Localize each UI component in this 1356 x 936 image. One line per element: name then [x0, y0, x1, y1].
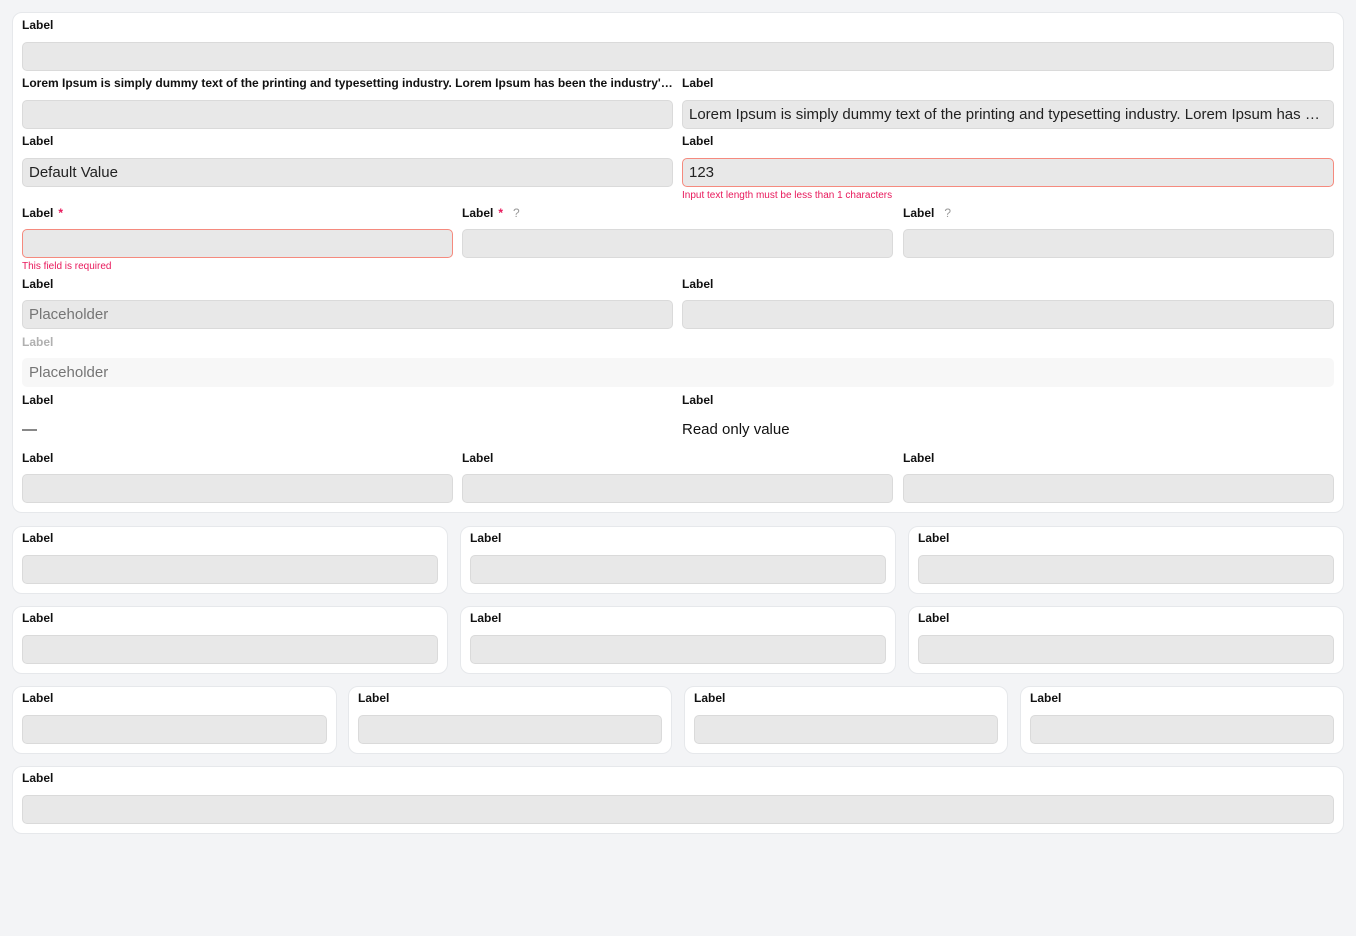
field-label: Label: [22, 393, 54, 407]
field-label: Label: [22, 611, 54, 625]
text-input[interactable]: [22, 42, 1334, 71]
text-input[interactable]: [462, 474, 893, 503]
text-input-placeholder[interactable]: [22, 300, 673, 329]
field-label: Label: [682, 76, 714, 90]
field-label: Label: [22, 134, 54, 148]
error-message: This field is required: [22, 261, 112, 272]
text-input[interactable]: [918, 635, 1334, 664]
error-message: Input text length must be less than 1 ch…: [682, 190, 893, 201]
field-label-long: Lorem Ipsum is simply dummy text of the …: [22, 76, 673, 90]
help-icon[interactable]: ?: [513, 206, 520, 220]
field-label: Label: [682, 393, 714, 407]
text-input[interactable]: [694, 715, 998, 744]
text-input[interactable]: [22, 795, 1334, 824]
text-input[interactable]: [22, 715, 327, 744]
text-input[interactable]: [22, 635, 438, 664]
text-input-default-value[interactable]: Default Value: [22, 158, 673, 187]
text-input[interactable]: [1030, 715, 1334, 744]
label-text: Label: [22, 206, 54, 220]
text-input[interactable]: [903, 229, 1334, 258]
text-input[interactable]: [22, 555, 438, 584]
label-text: Label: [462, 206, 494, 220]
text-input-long-value[interactable]: Lorem Ipsum is simply dummy text of the …: [682, 100, 1334, 129]
field-label: Label: [22, 691, 54, 705]
field-label: Label: [694, 691, 726, 705]
field-label-disabled: Label: [22, 335, 54, 349]
field-label: Label: [1030, 691, 1062, 705]
field-label-required: Label *: [22, 206, 63, 220]
text-input[interactable]: [22, 474, 453, 503]
field-label: Label: [22, 771, 54, 785]
field-label: Label: [682, 134, 714, 148]
field-label: Label: [470, 531, 502, 545]
field-label: Label: [918, 531, 950, 545]
text-input[interactable]: [22, 100, 673, 129]
label-text: Label: [903, 206, 935, 220]
field-label: Label: [358, 691, 390, 705]
required-asterisk: *: [58, 206, 64, 220]
text-input-disabled: [22, 358, 1334, 387]
read-only-value: Read only value: [682, 421, 790, 438]
help-icon[interactable]: ?: [944, 206, 952, 220]
text-input-required[interactable]: [22, 229, 453, 258]
text-input[interactable]: [682, 300, 1334, 329]
field-label: Label: [22, 277, 54, 291]
field-label: Label: [22, 531, 54, 545]
read-only-empty-value: —: [22, 421, 37, 438]
text-input[interactable]: [470, 555, 886, 584]
required-asterisk: *: [498, 206, 504, 220]
field-label: Label: [470, 611, 502, 625]
field-label: Label: [682, 277, 714, 291]
field-label: Label: [918, 611, 950, 625]
main-form-card: [12, 12, 1344, 513]
field-label: Label: [903, 451, 935, 465]
field-label: Label: [22, 451, 54, 465]
text-input[interactable]: [918, 555, 1334, 584]
text-input[interactable]: [903, 474, 1334, 503]
field-label: Label: [22, 18, 54, 32]
field-label: Label?: [903, 206, 951, 220]
field-label: Label: [462, 451, 494, 465]
text-input-error[interactable]: 123: [682, 158, 1334, 187]
text-input[interactable]: [358, 715, 662, 744]
text-input[interactable]: [470, 635, 886, 664]
text-input[interactable]: [462, 229, 893, 258]
field-label-required: Label *?: [462, 206, 520, 220]
